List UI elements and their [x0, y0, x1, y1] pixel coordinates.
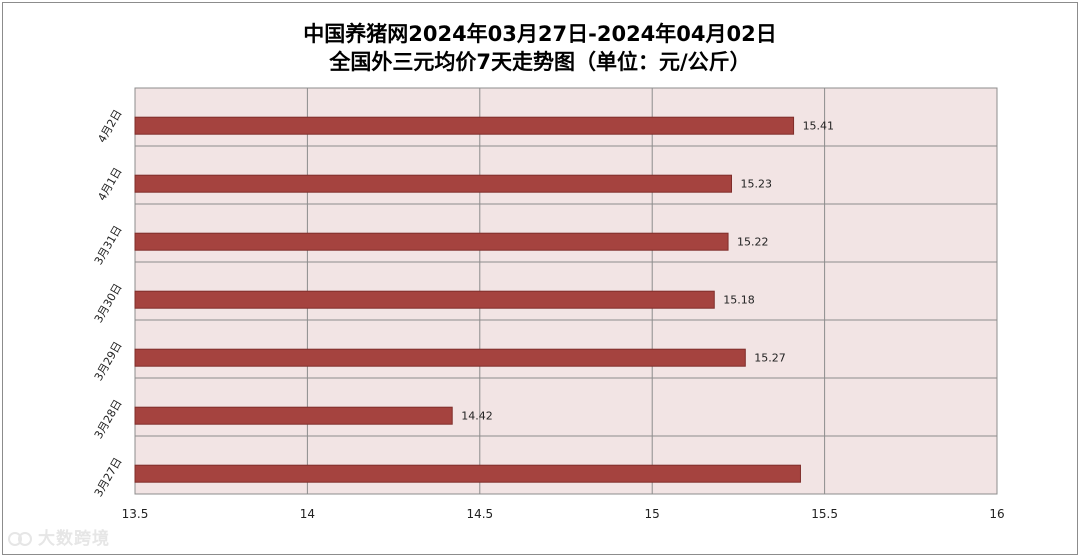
x-tick-label: 13.5: [122, 507, 149, 521]
x-tick-label: 14.5: [466, 507, 493, 521]
x-tick-label: 15: [645, 507, 660, 521]
data-label: 14.42: [461, 410, 493, 423]
x-tick-label: 14: [300, 507, 315, 521]
data-label: 15.23: [741, 178, 773, 191]
bar: [134, 406, 453, 425]
chart-title: 中国养猪网2024年03月27日-2024年04月02日: [303, 22, 777, 46]
data-label: 15.18: [723, 294, 755, 307]
chart-subtitle: 全国外三元均价7天走势图（单位：元/公斤）: [329, 50, 751, 74]
category-label: 4月2日: [95, 107, 124, 145]
bar: [134, 348, 746, 367]
watermark-text: 大数跨境: [38, 529, 110, 549]
bar: [134, 232, 729, 251]
category-label: 3月30日: [92, 281, 125, 325]
category-label: 3月28日: [92, 397, 125, 441]
watermark-logo-icon: [8, 532, 32, 546]
bar: [134, 174, 733, 193]
category-label: 4月1日: [95, 165, 124, 203]
data-label: 15.22: [737, 236, 769, 249]
category-label: 3月31日: [92, 223, 125, 267]
data-label: 15.27: [754, 352, 786, 365]
data-label: 15.41: [803, 120, 835, 133]
bar: [134, 116, 795, 135]
x-tick-label: 16: [989, 507, 1004, 521]
category-label: 3月29日: [92, 339, 125, 383]
watermark: 大数跨境: [8, 524, 110, 549]
bar: [134, 290, 715, 309]
bar: [134, 464, 801, 483]
x-tick-label: 15.5: [811, 507, 838, 521]
category-label: 3月27日: [92, 455, 125, 499]
